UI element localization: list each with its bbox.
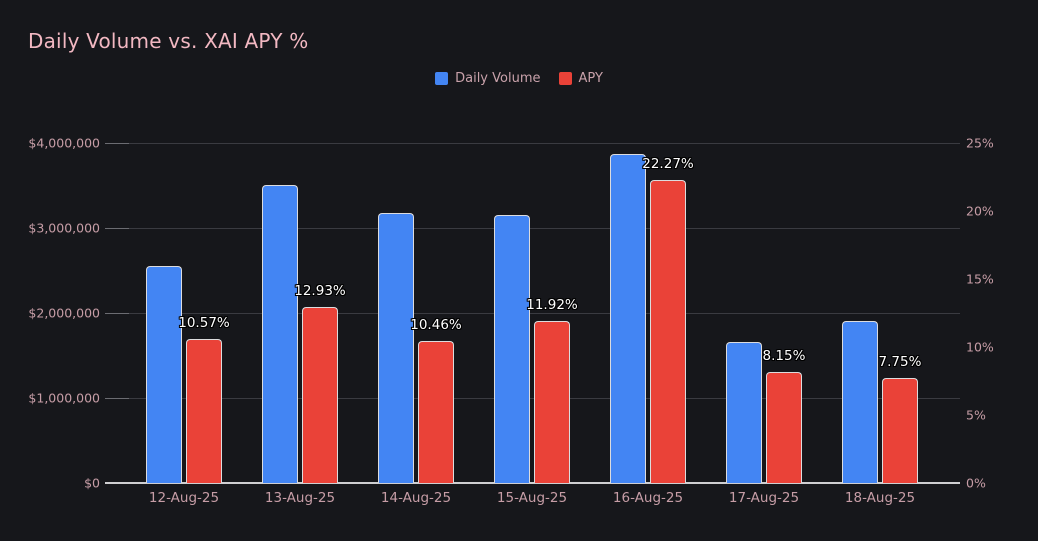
gridline xyxy=(105,313,960,314)
bar-daily-volume-16-Aug-25[interactable] xyxy=(610,154,646,483)
bar-apy-17-Aug-25[interactable] xyxy=(766,372,802,483)
legend-item-daily-volume[interactable]: Daily Volume xyxy=(435,71,541,86)
bar-apy-14-Aug-25[interactable] xyxy=(418,341,454,483)
x-axis-line xyxy=(105,482,960,484)
y-axis-left-tick xyxy=(105,313,129,314)
y-axis-right-tick-label: 20% xyxy=(966,203,994,219)
y-axis-right-tick-label: 10% xyxy=(966,339,994,355)
bar-daily-volume-17-Aug-25[interactable] xyxy=(726,342,762,483)
chart-title: Daily Volume vs. XAI APY % xyxy=(28,29,309,53)
x-axis-category-label: 18-Aug-25 xyxy=(844,490,916,506)
bar-daily-volume-18-Aug-25[interactable] xyxy=(842,321,878,483)
x-axis-category-label: 13-Aug-25 xyxy=(264,490,336,506)
apy-value-label: 8.15% xyxy=(762,348,806,364)
bar-apy-13-Aug-25[interactable] xyxy=(302,307,338,483)
y-axis-left-tick-label: $1,000,000 xyxy=(28,390,100,406)
y-axis-left-tick xyxy=(105,143,129,144)
apy-value-label: 12.93% xyxy=(294,283,346,299)
legend-swatch-daily-volume xyxy=(435,72,449,85)
y-axis-right-tick-label: 25% xyxy=(966,135,994,151)
x-axis-category-label: 15-Aug-25 xyxy=(496,490,568,506)
apy-value-label: 10.46% xyxy=(410,317,462,333)
bar-daily-volume-14-Aug-25[interactable] xyxy=(378,213,414,483)
x-axis-category-label: 16-Aug-25 xyxy=(612,490,684,506)
x-axis-category-label: 12-Aug-25 xyxy=(148,490,220,506)
y-axis-right-tick-label: 15% xyxy=(966,271,994,287)
y-axis-left-tick-label: $0 xyxy=(84,475,100,491)
y-axis-left-tick xyxy=(105,398,129,399)
x-axis-category-label: 17-Aug-25 xyxy=(728,490,800,506)
legend-item-label: APY xyxy=(578,71,603,86)
y-axis-left-tick xyxy=(105,228,129,229)
bar-daily-volume-13-Aug-25[interactable] xyxy=(262,185,298,483)
legend-item-label: Daily Volume xyxy=(455,71,541,86)
bar-daily-volume-12-Aug-25[interactable] xyxy=(146,266,182,483)
y-axis-right-tick-label: 5% xyxy=(966,407,986,423)
gridline xyxy=(105,143,960,144)
x-axis-category-label: 14-Aug-25 xyxy=(380,490,452,506)
legend: Daily Volume APY xyxy=(0,71,1038,86)
bar-apy-15-Aug-25[interactable] xyxy=(534,321,570,483)
bar-apy-16-Aug-25[interactable] xyxy=(650,180,686,483)
apy-value-label: 11.92% xyxy=(526,297,578,313)
bar-apy-12-Aug-25[interactable] xyxy=(186,339,222,483)
y-axis-right-tick-label: 0% xyxy=(966,475,986,491)
bar-apy-18-Aug-25[interactable] xyxy=(882,378,918,483)
y-axis-left-tick-label: $4,000,000 xyxy=(28,135,100,151)
legend-swatch-apy xyxy=(558,72,572,85)
y-axis-left-tick-label: $3,000,000 xyxy=(28,220,100,236)
legend-item-apy[interactable]: APY xyxy=(558,71,603,86)
apy-value-label: 10.57% xyxy=(178,315,230,331)
gridline xyxy=(105,228,960,229)
bar-daily-volume-15-Aug-25[interactable] xyxy=(494,215,530,483)
apy-value-label: 7.75% xyxy=(878,354,922,370)
gridline xyxy=(105,398,960,399)
apy-value-label: 22.27% xyxy=(642,156,694,172)
y-axis-left-tick-label: $2,000,000 xyxy=(28,305,100,321)
